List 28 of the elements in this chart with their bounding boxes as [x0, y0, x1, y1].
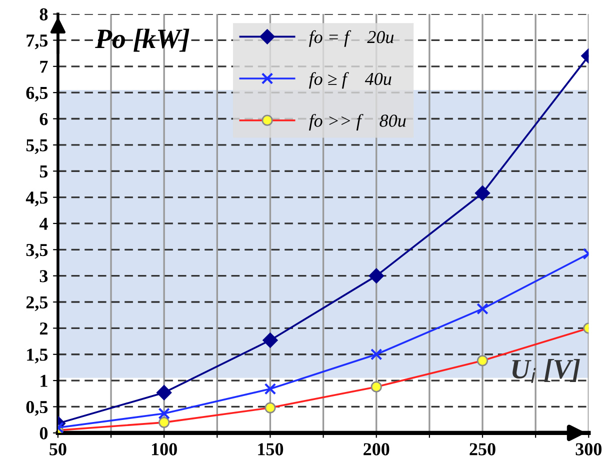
- y-tick-label: 1,5: [27, 348, 48, 364]
- legend-label: fo ≥ f 40u: [309, 72, 392, 89]
- y-tick-label: 2,5: [26, 296, 48, 312]
- x-tick-label: 50: [50, 443, 66, 456]
- x-axis-title: U$_{i}$ [V]: [512, 359, 580, 383]
- y-tick-label: 5: [40, 166, 48, 178]
- y-tick-label: 5,5: [26, 139, 48, 154]
- x-tick-label: 250: [470, 443, 496, 456]
- y-tick-label: 3: [40, 270, 48, 282]
- y-tick-label: 7,5: [26, 34, 48, 50]
- y-axis-title: Po [kW]: [95, 28, 190, 52]
- x-tick-label: 200: [364, 443, 390, 456]
- legend-label: fo = f 20u: [309, 30, 394, 47]
- y-tick-label: 8: [40, 8, 48, 20]
- x-tick-label: 300: [576, 443, 602, 456]
- y-tick-label: 3,5: [26, 244, 48, 259]
- y-tick-label: 4,5: [26, 192, 48, 206]
- legend-label: fo >> f 80u: [309, 114, 406, 131]
- y-tick-label: 7: [40, 60, 48, 73]
- y-tick-label: 4: [39, 218, 48, 230]
- y-tick-label: 6,5: [26, 86, 48, 102]
- y-tick-label: 0: [40, 427, 48, 440]
- x-tick-label: 100: [152, 443, 177, 456]
- y-tick-label: 1: [40, 374, 48, 387]
- y-tick-label: 2: [40, 322, 48, 334]
- y-tick-label: 0,5: [26, 400, 48, 416]
- x-tick-label: 150: [258, 443, 284, 456]
- y-tick-label: 6: [40, 113, 48, 126]
